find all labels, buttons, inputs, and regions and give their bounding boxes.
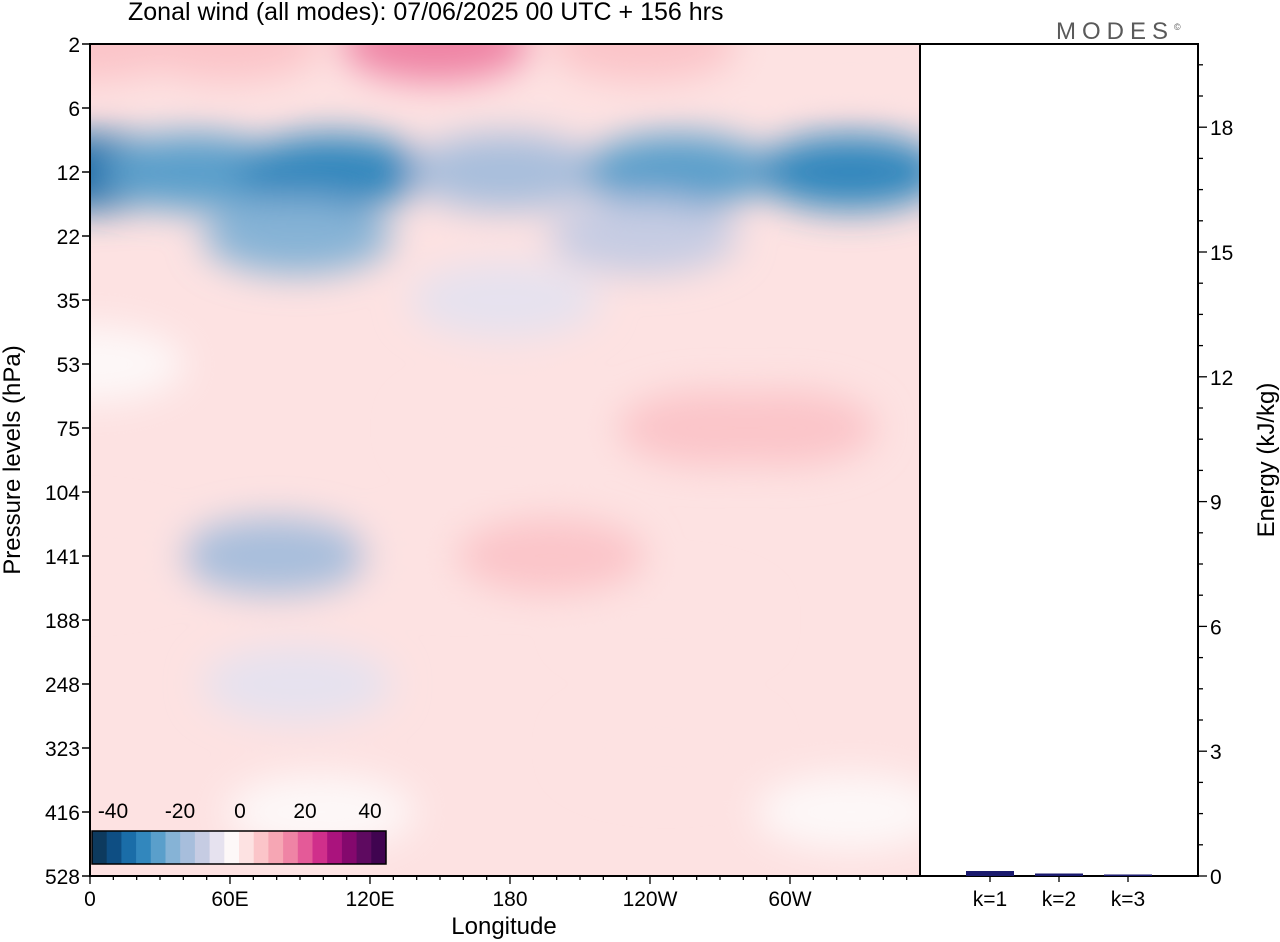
pressure-tick-label: 35 (57, 290, 80, 313)
colorbar-swatch-11 (253, 831, 269, 864)
pressure-tick-label: 53 (57, 354, 80, 377)
colorbar-swatch-16 (327, 831, 343, 864)
longitude-tick-label: 120W (623, 888, 678, 911)
mode-label: k=2 (1042, 888, 1076, 911)
heatmap-cell-15 (410, 390, 600, 466)
pressure-tick-label: 6 (68, 98, 80, 121)
colorbar-swatch-18 (356, 831, 372, 864)
heatmap-cell-18 (179, 518, 370, 594)
chart-title: Zonal wind (all modes): 07/06/2025 00 UT… (128, 0, 724, 26)
energy-tick-label: 6 (1210, 616, 1222, 639)
energy-tick-label: 18 (1210, 117, 1233, 140)
colorbar-swatch-13 (283, 831, 299, 864)
pressure-tick-label: 22 (57, 226, 80, 249)
heatmap-cell-21 (571, 582, 762, 658)
energy-tick-label: 9 (1210, 492, 1222, 515)
longitude-tick-label: 60W (768, 888, 811, 911)
energy-tick-label: 12 (1210, 367, 1233, 390)
energy-panel-frame (919, 43, 1199, 877)
heatmap-cell-17 (686, 390, 877, 466)
colorbar-swatch-19 (371, 831, 387, 864)
colorbar-swatch-8 (209, 831, 225, 864)
colorbar-label: 0 (234, 800, 246, 823)
pressure-tick-label: 2 (68, 34, 80, 57)
mode-labels: k=1 k=2 k=3 (973, 876, 1145, 911)
energy-axis: 0 3 6 9 12 15 18 (1198, 64, 1233, 889)
heatmap-cell-11 (202, 198, 393, 274)
y-axis-title: Pressure levels (hPa) (0, 345, 26, 574)
heatmap-cell-13 (410, 262, 600, 338)
heatmap-cell-26 (755, 774, 920, 850)
pressure-tick-label: 12 (57, 162, 80, 185)
mode-label: k=3 (1111, 888, 1145, 911)
heatmap-cell-12 (548, 198, 739, 274)
energy-bar-k=3 (1104, 874, 1152, 876)
pressure-tick-label: 188 (45, 610, 80, 633)
heatmap-cell-2 (340, 44, 531, 82)
colorbar-swatch-12 (268, 831, 284, 864)
energy-axis-title: Energy (kJ/kg) (1253, 383, 1280, 538)
mode-label: k=1 (973, 888, 1007, 911)
heatmap-cell-4 (755, 44, 920, 82)
colorbar-swatch-3 (136, 831, 152, 864)
longitude-axis: 0 60E 120E 180 120W 60W (84, 876, 908, 911)
colorbar-swatch-1 (106, 831, 122, 864)
colorbar-swatch-9 (224, 831, 240, 864)
colorbar-swatch-7 (194, 831, 211, 864)
colorbar-frame (91, 830, 387, 865)
heatmap-cell-8 (410, 134, 600, 210)
colorbar-swatch-6 (180, 831, 196, 864)
colorbar-swatch-10 (239, 831, 255, 864)
energy-bars (966, 871, 1152, 876)
pressure-tick-label: 104 (45, 482, 80, 505)
colorbar-label: 20 (293, 800, 316, 823)
energy-tick-label: 0 (1210, 866, 1222, 889)
colorbar: -40 -20 0 20 40 (91, 800, 387, 865)
energy-tick-label: 3 (1210, 741, 1222, 764)
longitude-tick-label: 180 (492, 888, 527, 911)
heatmap-cell-1 (133, 44, 324, 82)
colorbar-swatch-5 (165, 831, 181, 864)
pressure-tick-label: 323 (45, 738, 80, 761)
colorbar-swatch-15 (312, 831, 328, 864)
energy-bar-k=2 (1035, 873, 1083, 876)
modes-logo-text: MODES (1056, 18, 1175, 45)
heatmap-cell-20 (456, 518, 647, 594)
colorbar-swatch-0 (92, 831, 108, 864)
longitude-tick-label: 0 (84, 888, 96, 911)
energy-bar-k=1 (966, 871, 1014, 876)
heatmap-cell-6 (98, 134, 289, 210)
heatmap-cell-3 (548, 44, 739, 82)
colorbar-label: -20 (165, 800, 195, 823)
heatmap-cell-14 (90, 326, 185, 402)
heatmap-cell-23 (202, 646, 393, 722)
heatmap-field (90, 44, 920, 850)
heatmap-cell-22 (90, 518, 185, 594)
heatmap-cell-24 (571, 710, 762, 786)
colorbar-swatch-2 (121, 831, 137, 864)
longitude-tick-label: 120E (345, 888, 394, 911)
pressure-tick-label: 248 (45, 674, 80, 697)
colorbar-swatch-17 (341, 831, 358, 864)
x-axis-title: Longitude (451, 913, 556, 940)
pressure-tick-label: 75 (57, 418, 80, 441)
modes-logo: MODES© (1056, 18, 1181, 46)
pressure-tick-label: 416 (45, 802, 80, 825)
colorbar-label: 40 (358, 800, 381, 823)
colorbar-swatch-14 (297, 831, 313, 864)
colorbar-label: -40 (98, 800, 128, 823)
pressure-tick-label: 528 (45, 866, 80, 889)
energy-tick-label: 15 (1210, 242, 1233, 265)
colorbar-swatch-4 (150, 831, 166, 864)
copyright-mark: © (1174, 22, 1181, 32)
heatmap-cell-9 (582, 134, 773, 210)
heatmap-cell-10 (755, 134, 920, 210)
heatmap-cell-7 (237, 134, 428, 210)
longitude-tick-label: 60E (211, 888, 248, 911)
pressure-axis: 2 6 12 22 35 53 75 104 141 188 248 323 416 528 (45, 34, 90, 889)
pressure-tick-label: 141 (45, 546, 80, 569)
